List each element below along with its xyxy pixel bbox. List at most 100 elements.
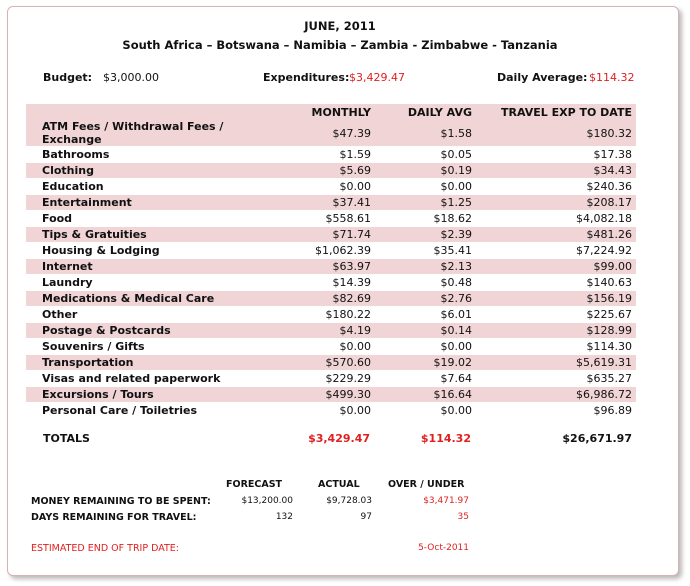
header-monthly: MONTHLY <box>274 104 375 120</box>
row-category: Laundry <box>26 274 274 291</box>
table-row: Medications & Medical Care $82.69 $2.76 $15… <box>26 290 636 307</box>
daily-average-value: $114.32 <box>589 71 635 84</box>
table-row: Bathrooms $1.59 $0.05 $17.38 <box>26 146 636 163</box>
row-daily-avg: $0.05 <box>375 146 476 163</box>
row-daily-avg: $7.64 <box>375 370 476 387</box>
row-travel-exp: $17.38 <box>476 146 636 163</box>
row-monthly: $14.39 <box>274 274 375 291</box>
row-category: Other <box>26 306 274 323</box>
row-category: Education <box>26 178 274 195</box>
row-travel-exp: $208.17 <box>476 194 636 211</box>
money-over-under-value: $3,471.97 <box>423 496 469 506</box>
row-monthly: $63.97 <box>274 258 375 275</box>
row-daily-avg: $0.00 <box>375 402 476 419</box>
table-row: Other $180.22 $6.01 $225.67 <box>26 306 636 323</box>
header-category <box>26 104 274 120</box>
row-travel-exp: $4,082.18 <box>476 210 636 227</box>
row-category: Transportation <box>26 354 274 371</box>
expenditures-value: $3,429.47 <box>349 71 405 84</box>
row-travel-exp: $180.32 <box>476 120 636 147</box>
table-header-row: MONTHLY DAILY AVG TRAVEL EXP TO DATE <box>26 104 636 120</box>
row-category: Tips & Gratuities <box>26 226 274 243</box>
row-category: Personal Care / Toiletries <box>26 402 274 419</box>
row-monthly: $0.00 <box>274 402 375 419</box>
header-travel-exp: TRAVEL EXP TO DATE <box>476 104 636 120</box>
row-category: Internet <box>26 258 274 275</box>
row-monthly: $1.59 <box>274 146 375 163</box>
row-travel-exp: $5,619.31 <box>476 354 636 371</box>
table-row: Postage & Postcards $4.19 $0.14 $128.99 <box>26 322 636 339</box>
row-travel-exp: $34.43 <box>476 162 636 179</box>
row-daily-avg: $16.64 <box>375 386 476 403</box>
days-remaining-label: DAYS REMAINING FOR TRAVEL: <box>31 512 197 523</box>
budget-label: Budget: <box>43 71 93 84</box>
table-row: Personal Care / Toiletries $0.00 $0.00 $96.… <box>26 402 636 419</box>
table-row: Food $558.61 $18.62 $4,082.18 <box>26 210 636 227</box>
report-title: JUNE, 2011 <box>304 19 376 33</box>
row-monthly: $0.00 <box>274 338 375 355</box>
totals-label: TOTALS <box>43 432 90 445</box>
budget-value: $3,000.00 <box>103 71 159 84</box>
totals-to-date: $26,671.97 <box>562 432 632 445</box>
row-category: Housing & Lodging <box>26 242 274 259</box>
row-daily-avg: $2.39 <box>375 226 476 243</box>
forecast-col-actual: ACTUAL <box>318 479 360 490</box>
row-daily-avg: $6.01 <box>375 306 476 323</box>
row-category: Postage & Postcards <box>26 322 274 339</box>
row-travel-exp: $240.36 <box>476 178 636 195</box>
row-category: Entertainment <box>26 194 274 211</box>
table-row: Housing & Lodging $1,062.39 $35.41 $7,224.9… <box>26 242 636 259</box>
row-daily-avg: $2.76 <box>375 290 476 307</box>
table-row: Education $0.00 $0.00 $240.36 <box>26 178 636 195</box>
row-monthly: $180.22 <box>274 306 375 323</box>
totals-monthly: $3,429.47 <box>308 432 370 445</box>
table-row: Tips & Gratuities $71.74 $2.39 $481.26 <box>26 226 636 243</box>
row-category: Clothing <box>26 162 274 179</box>
row-monthly: $4.19 <box>274 322 375 339</box>
row-category: ATM Fees / Withdrawal Fees / Exchange <box>26 120 274 147</box>
route-subtitle: South Africa – Botswana – Namibia – Zamb… <box>122 38 558 52</box>
row-travel-exp: $156.19 <box>476 290 636 307</box>
expense-table: MONTHLY DAILY AVG TRAVEL EXP TO DATE ATM… <box>26 104 636 419</box>
table-row: Visas and related paperwork $229.29 $7.64 $… <box>26 370 636 387</box>
table-row: Entertainment $37.41 $1.25 $208.17 <box>26 194 636 211</box>
row-daily-avg: $35.41 <box>375 242 476 259</box>
money-forecast-value: $13,200.00 <box>241 496 293 506</box>
row-monthly: $229.29 <box>274 370 375 387</box>
row-monthly: $37.41 <box>274 194 375 211</box>
row-travel-exp: $635.27 <box>476 370 636 387</box>
row-category: Excursions / Tours <box>26 386 274 403</box>
row-travel-exp: $99.00 <box>476 258 636 275</box>
row-category: Medications & Medical Care <box>26 290 274 307</box>
forecast-col-over-under: OVER / UNDER <box>388 479 465 490</box>
row-monthly: $570.60 <box>274 354 375 371</box>
row-travel-exp: $481.26 <box>476 226 636 243</box>
row-monthly: $1,062.39 <box>274 242 375 259</box>
row-travel-exp: $225.67 <box>476 306 636 323</box>
row-monthly: $558.61 <box>274 210 375 227</box>
row-travel-exp: $7,224.92 <box>476 242 636 259</box>
row-daily-avg: $2.13 <box>375 258 476 275</box>
days-over-under-value: 35 <box>457 512 469 522</box>
row-daily-avg: $0.00 <box>375 338 476 355</box>
row-daily-avg: $0.14 <box>375 322 476 339</box>
end-date-label: ESTIMATED END OF TRIP DATE: <box>31 543 180 554</box>
totals-daily: $114.32 <box>420 432 471 445</box>
row-monthly: $499.30 <box>274 386 375 403</box>
row-daily-avg: $0.00 <box>375 178 476 195</box>
row-category: Food <box>26 210 274 227</box>
row-travel-exp: $6,986.72 <box>476 386 636 403</box>
money-actual-value: $9,728.03 <box>326 496 372 506</box>
row-category: Visas and related paperwork <box>26 370 274 387</box>
row-monthly: $0.00 <box>274 178 375 195</box>
end-date-value: 5-Oct-2011 <box>418 543 469 553</box>
table-row: Souvenirs / Gifts $0.00 $0.00 $114.30 <box>26 338 636 355</box>
money-remaining-label: MONEY REMAINING TO BE SPENT: <box>31 496 211 507</box>
table-row: Internet $63.97 $2.13 $99.00 <box>26 258 636 275</box>
row-monthly: $47.39 <box>274 120 375 147</box>
row-daily-avg: $19.02 <box>375 354 476 371</box>
table-row: Clothing $5.69 $0.19 $34.43 <box>26 162 636 179</box>
row-travel-exp: $140.63 <box>476 274 636 291</box>
row-daily-avg: $18.62 <box>375 210 476 227</box>
days-actual-value: 97 <box>360 512 372 522</box>
